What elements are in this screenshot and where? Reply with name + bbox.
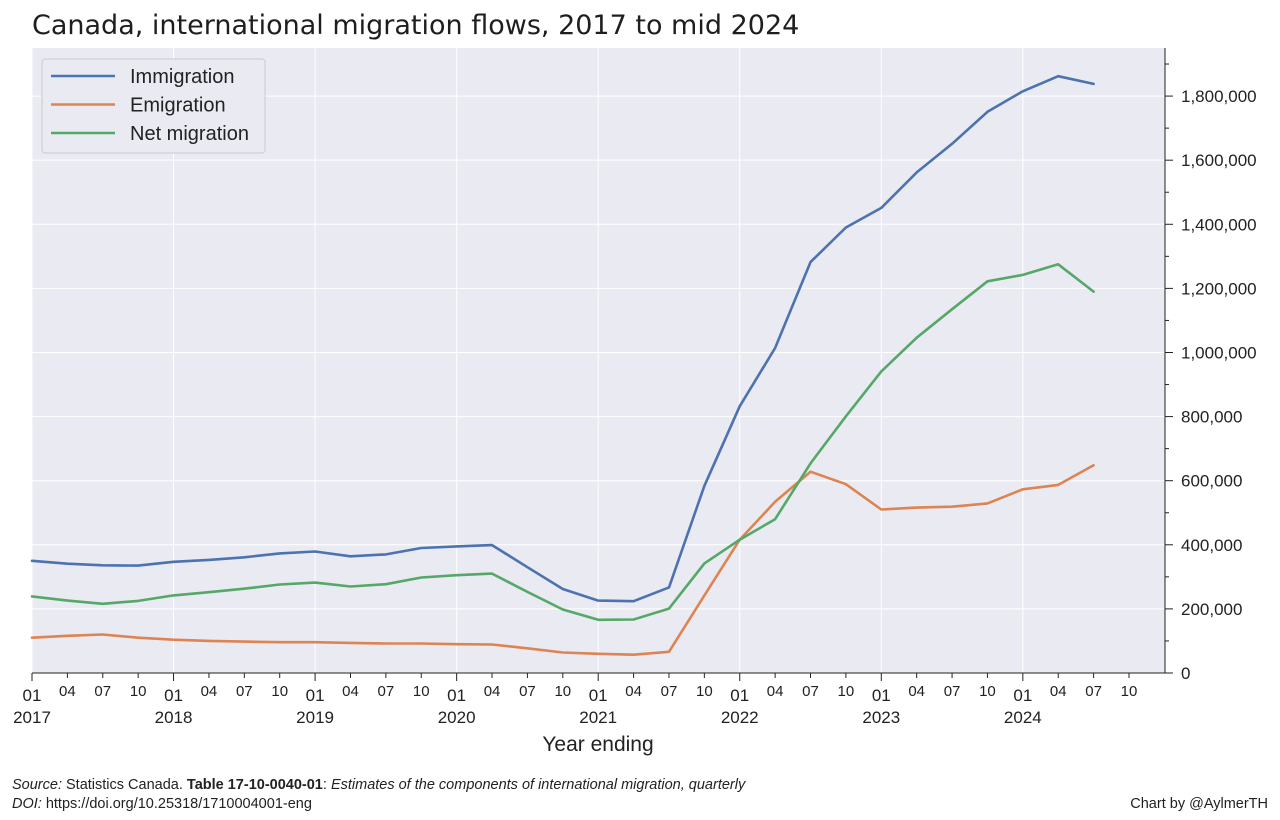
y-tick-label: 400,000	[1181, 536, 1242, 555]
x-tick-label: 04	[342, 683, 359, 700]
x-year-label: 2021	[579, 708, 617, 727]
x-year-label: 2020	[438, 708, 476, 727]
x-tick-label: 04	[484, 683, 501, 700]
x-tick-label: 01	[164, 686, 183, 705]
legend-label: Emigration	[130, 95, 226, 117]
x-tick-label: 01	[1013, 686, 1032, 705]
x-tick-label: 10	[838, 683, 855, 700]
y-tick-label: 600,000	[1181, 472, 1242, 491]
x-year-label: 2023	[862, 708, 900, 727]
legend-label: Immigration	[130, 66, 234, 88]
x-tick-label: 07	[802, 683, 819, 700]
series-line-immigration	[30, 74, 1095, 603]
y-tick-label: 1,000,000	[1181, 343, 1257, 362]
chart-title: Canada, international migration flows, 2…	[32, 10, 800, 41]
y-tick-label: 0	[1181, 664, 1190, 683]
x-tick-label: 04	[908, 683, 925, 700]
x-tick-label: 10	[696, 683, 713, 700]
series-line-net-migration	[30, 262, 1095, 622]
x-year-label: 2024	[1004, 708, 1042, 727]
axes: 0 200,000 400,000 600,000 800,000 1,000,000 1,…	[13, 48, 1257, 756]
series-line-emigration	[30, 463, 1095, 657]
table-id: Table 17-10-0040-01	[186, 777, 323, 793]
x-tick-label: 07	[519, 683, 536, 700]
x-tick-label: 01	[447, 686, 466, 705]
y-tick-label: 1,200,000	[1181, 279, 1257, 298]
y-tick-label: 1,800,000	[1181, 87, 1257, 106]
x-tick-label: 04	[1050, 683, 1067, 700]
x-tick-label: 07	[378, 683, 395, 700]
x-tick-label: 01	[589, 686, 608, 705]
legend-box	[41, 58, 266, 154]
source-note: Source: Statistics Canada. Table 17-10-0…	[12, 777, 746, 793]
x-tick-label: 07	[944, 683, 961, 700]
x-tick-label: 07	[94, 683, 111, 700]
legend: Immigration Emigration Net migration	[41, 58, 266, 154]
x-tick-label: 10	[1121, 683, 1138, 700]
line-chart: 0 200,000 400,000 600,000 800,000 1,000,000 1,…	[13, 48, 1257, 756]
x-tick-label: 10	[554, 683, 571, 700]
x-tick-label: 01	[306, 686, 325, 705]
x-tick-label: 04	[767, 683, 784, 700]
x-year-label: 2017	[13, 708, 51, 727]
x-tick-label: 01	[872, 686, 891, 705]
y-tick-label: 1,600,000	[1181, 151, 1257, 170]
x-tick-label: 04	[201, 683, 218, 700]
x-year-label: 2019	[296, 708, 334, 727]
x-tick-label: 01	[23, 686, 42, 705]
chart-credit: Chart by @AylmerTH	[1130, 796, 1268, 812]
x-tick-label: 04	[625, 683, 642, 700]
y-tick-label: 200,000	[1181, 600, 1242, 619]
x-tick-label: 10	[413, 683, 430, 700]
x-tick-label: 10	[979, 683, 996, 700]
x-year-label: 2018	[155, 708, 193, 727]
doi-note: DOI: https://doi.org/10.25318/1710004001…	[12, 796, 312, 812]
doi-link[interactable]: https://doi.org/10.25318/1710004001-eng	[45, 796, 312, 812]
x-year-label: 2022	[721, 708, 759, 727]
x-tick-label: 07	[661, 683, 678, 700]
x-tick-label: 07	[236, 683, 253, 700]
x-tick-label: 07	[1085, 683, 1102, 700]
gridlines	[31, 48, 1165, 674]
legend-label: Net migration	[130, 123, 249, 145]
x-tick-label: 10	[130, 683, 147, 700]
doi-label: DOI:	[12, 796, 42, 812]
x-axis-title: Year ending	[542, 733, 653, 756]
x-tick-label: 10	[271, 683, 288, 700]
table-description: Estimates of the components of internati…	[330, 777, 746, 793]
x-tick-label: 01	[730, 686, 749, 705]
x-tick-label: 04	[59, 683, 76, 700]
y-tick-label: 1,400,000	[1181, 215, 1257, 234]
series-lines	[30, 74, 1095, 657]
y-tick-label: 800,000	[1181, 408, 1242, 427]
source-label: Source:	[12, 777, 62, 793]
source-org: Statistics Canada.	[66, 777, 183, 793]
